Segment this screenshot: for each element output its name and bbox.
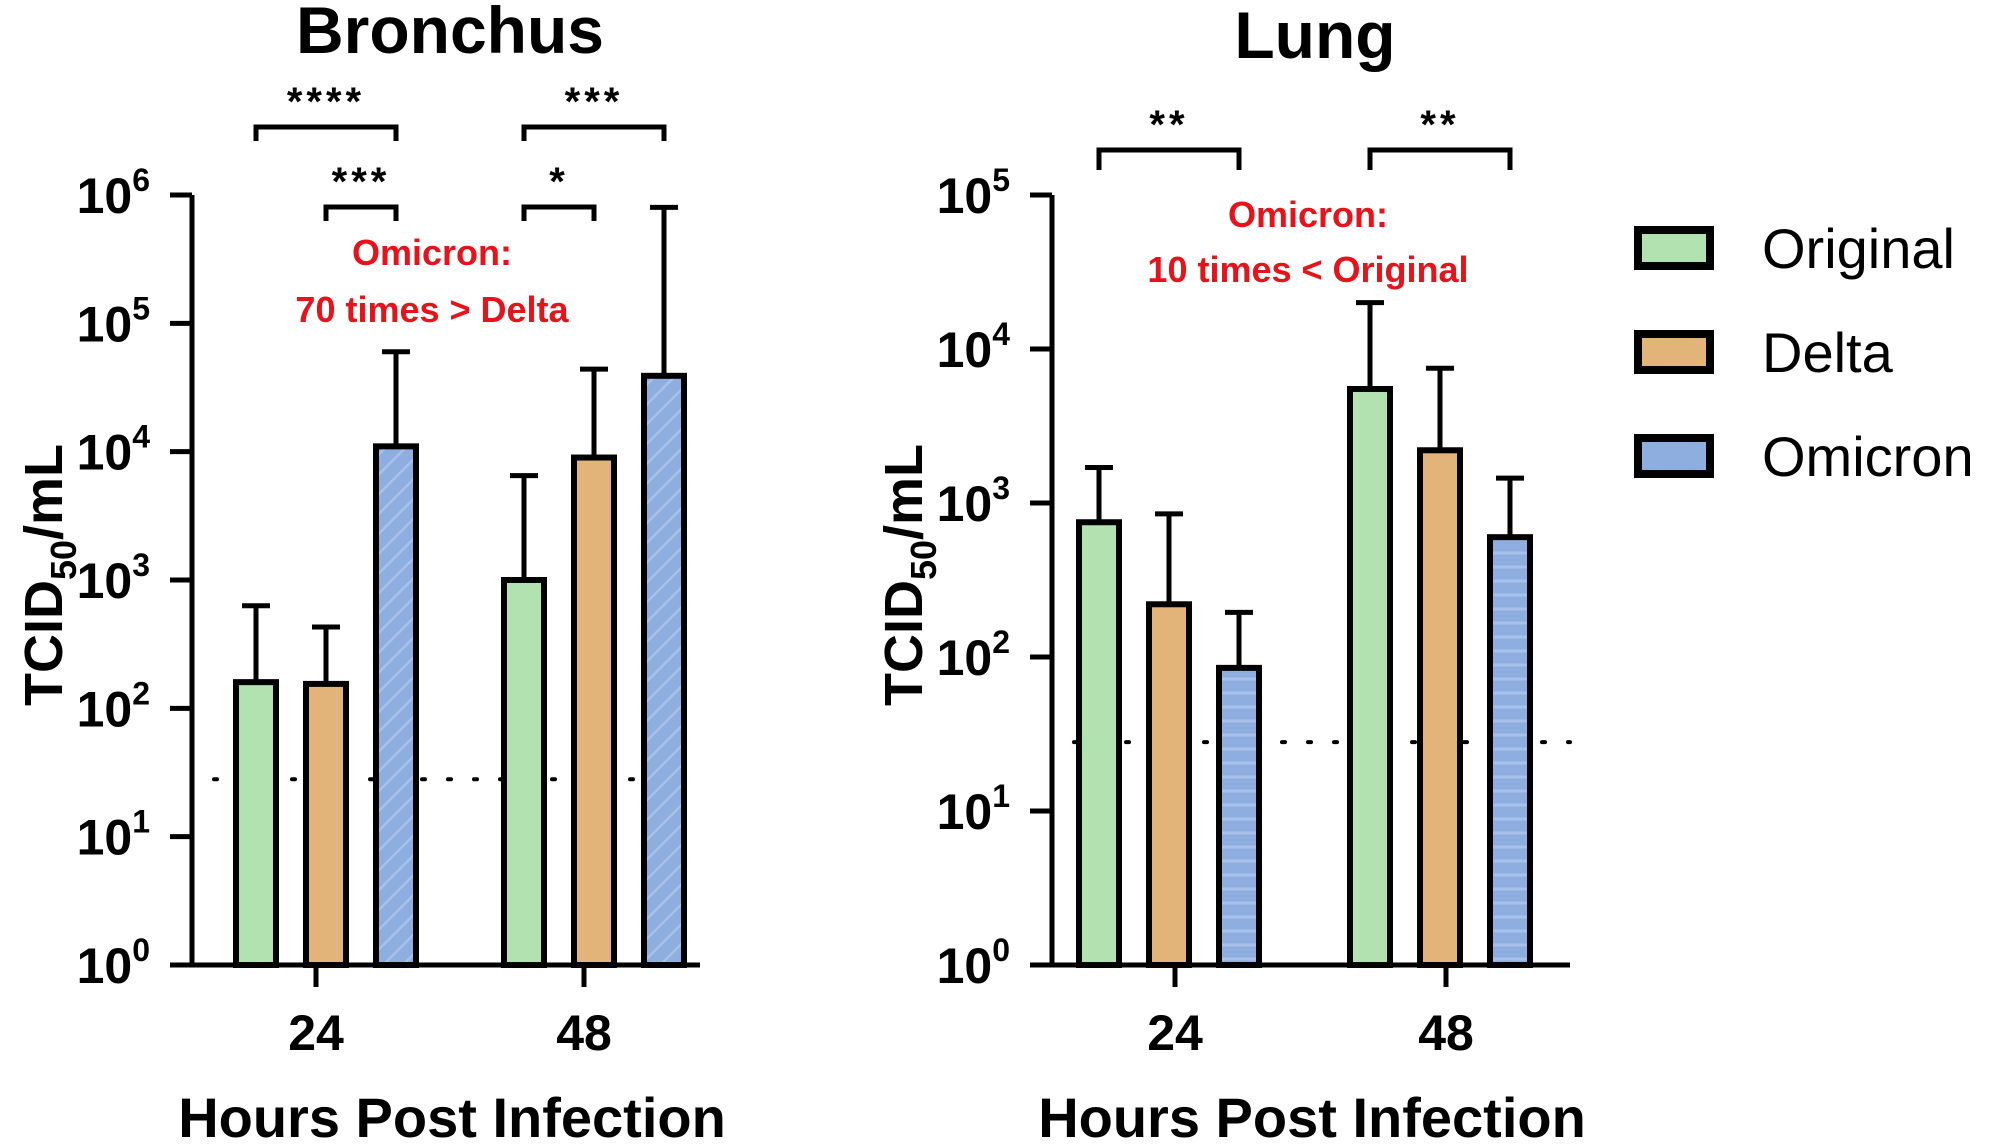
lung-y-tick-label: 101	[937, 778, 1010, 840]
bronchus-significance-brackets: ***********	[253, 80, 667, 221]
lung-y-ticks: 100 101 102 103 104 105	[937, 162, 1052, 994]
bronchus-bars	[233, 204, 687, 969]
bronchus-bar-delta	[571, 454, 617, 968]
bronchus-x-axis-label: Hours Post Infection	[178, 1086, 726, 1147]
bronchus-significance-bracket	[521, 204, 597, 221]
bronchus-significance-bracket	[323, 204, 399, 221]
bronchus-significance-label: ***	[565, 80, 624, 124]
bronchus-y-tick-label: 104	[77, 419, 151, 481]
lung-title: Lung	[1234, 0, 1395, 72]
bronchus-bar-original	[501, 577, 547, 968]
bronchus-x-ticks: 24 48	[288, 965, 612, 1061]
legend-swatch-original	[1634, 226, 1714, 270]
lung-y-axis-label: TCID50/mL	[874, 444, 944, 706]
lung-bar-delta	[1417, 447, 1463, 968]
lung-x-tick-label: 24	[1147, 1005, 1203, 1061]
bronchus-significance-bracket	[253, 124, 399, 141]
bronchus-y-tick-label: 103	[77, 547, 150, 609]
legend-label-original: Original	[1762, 217, 1955, 280]
bronchus-significance-label: ***	[332, 160, 391, 204]
lung-bar-omicron	[1216, 664, 1262, 969]
lung-x-axis-label: Hours Post Infection	[1038, 1086, 1586, 1147]
bronchus-y-tick-label: 102	[77, 675, 150, 737]
lung-significance-bracket	[1096, 147, 1242, 170]
legend: Original Delta Omicron	[1634, 217, 1974, 488]
bronchus-bar-omicron	[641, 372, 687, 969]
lung-y-tick-label: 105	[937, 162, 1010, 224]
bronchus-bar-original	[233, 679, 279, 968]
bronchus-x-tick-label: 24	[288, 1005, 344, 1061]
bronchus-panel: Bronchus TCID50/mL 100 101 102 103 104 105 106…	[14, 0, 726, 1147]
lung-panel: Lung TCID50/mL 100 101 102 103 104 105 24 48 *…	[874, 0, 1586, 1147]
bronchus-y-tick-label: 105	[77, 290, 150, 352]
bronchus-y-tick-label: 101	[77, 804, 150, 866]
bronchus-significance-bracket	[521, 124, 667, 141]
lung-bar-original	[1076, 519, 1122, 968]
lung-y-tick-label: 102	[937, 624, 1010, 686]
bronchus-annotation-line2: 70 times > Delta	[295, 289, 569, 330]
bronchus-y-axis-label: TCID50/mL	[14, 444, 84, 706]
bronchus-y-tick-label: 106	[77, 162, 150, 224]
legend-swatch-delta	[1634, 330, 1714, 374]
bronchus-bar-delta	[303, 680, 349, 968]
lung-significance-brackets: ** **	[1096, 103, 1513, 170]
bronchus-title: Bronchus	[296, 0, 604, 67]
bronchus-significance-label: ****	[287, 80, 365, 124]
legend-label-omicron: Omicron	[1762, 425, 1974, 488]
lung-y-tick-label: 103	[937, 470, 1010, 532]
lung-significance-label: **	[1149, 103, 1188, 147]
lung-bars	[1076, 300, 1533, 969]
lung-annotation-line1: Omicron:	[1228, 194, 1388, 235]
lung-bar-original	[1347, 385, 1393, 968]
lung-x-tick-label: 48	[1418, 1005, 1474, 1061]
lung-significance-label: **	[1420, 103, 1459, 147]
lung-significance-bracket	[1367, 147, 1513, 170]
legend-label-delta: Delta	[1762, 321, 1894, 384]
bronchus-significance-label: *	[549, 160, 569, 204]
bronchus-x-tick-label: 48	[556, 1005, 612, 1061]
lung-y-tick-label: 104	[937, 316, 1011, 378]
lung-bar-omicron	[1487, 534, 1533, 969]
bronchus-y-tick-label: 100	[77, 932, 150, 994]
lung-annotation-line2: 10 times < Original	[1147, 249, 1468, 290]
lung-y-tick-label: 100	[937, 932, 1010, 994]
lung-x-ticks: 24 48	[1147, 965, 1474, 1061]
lung-bar-delta	[1146, 601, 1192, 968]
bronchus-annotation-line1: Omicron:	[352, 232, 512, 273]
bronchus-y-ticks: 100 101 102 103 104 105 106	[77, 162, 192, 994]
legend-swatch-omicron	[1634, 434, 1714, 478]
bronchus-bar-omicron	[373, 443, 419, 968]
